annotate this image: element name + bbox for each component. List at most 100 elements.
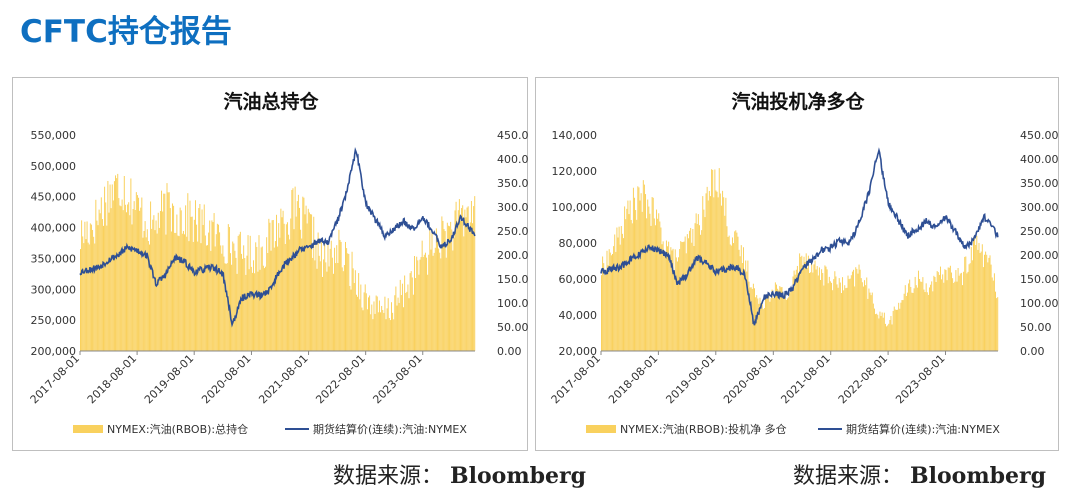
bar bbox=[882, 317, 884, 351]
bar bbox=[405, 292, 407, 351]
bar bbox=[122, 210, 124, 351]
bar bbox=[601, 275, 602, 351]
bar bbox=[376, 296, 378, 351]
bar bbox=[242, 258, 244, 351]
bar bbox=[332, 273, 334, 351]
bar bbox=[259, 269, 261, 351]
bar bbox=[435, 228, 437, 351]
bar bbox=[193, 219, 195, 351]
bar bbox=[690, 227, 692, 351]
x-tick-label: 2018-08-01 bbox=[85, 352, 139, 406]
bar bbox=[858, 264, 860, 351]
bar bbox=[910, 286, 912, 351]
bar bbox=[968, 264, 970, 351]
bar bbox=[125, 212, 127, 351]
bar bbox=[875, 314, 877, 351]
chart-total-positions: 汽油总持仓 200,000 250,000 300,000 350,000 400,000… bbox=[28, 90, 529, 436]
bar bbox=[902, 300, 904, 351]
bar bbox=[289, 239, 291, 351]
bar bbox=[468, 231, 470, 351]
y-right-tick-label: 400.00 bbox=[1020, 153, 1059, 166]
bar bbox=[678, 257, 680, 351]
bar bbox=[176, 214, 178, 351]
legend-swatch-bar bbox=[73, 425, 103, 433]
bar bbox=[894, 309, 896, 351]
bar bbox=[351, 251, 353, 351]
bar bbox=[702, 196, 704, 351]
bar bbox=[472, 223, 474, 351]
bar bbox=[613, 246, 615, 351]
bar bbox=[692, 228, 694, 351]
x-tick-label: 2019-08-01 bbox=[142, 352, 196, 406]
bar bbox=[695, 213, 697, 351]
bar bbox=[957, 268, 959, 351]
bar bbox=[636, 219, 638, 351]
bar bbox=[421, 240, 423, 351]
y-right-tick-label: 250.00 bbox=[1020, 225, 1059, 238]
bar bbox=[434, 247, 436, 351]
bar bbox=[948, 267, 950, 351]
bar bbox=[345, 241, 346, 351]
bar bbox=[342, 271, 344, 351]
bar bbox=[990, 264, 992, 351]
bar bbox=[284, 243, 286, 351]
y-left-tick-label: 80,000 bbox=[559, 237, 598, 250]
bar bbox=[680, 241, 682, 351]
bar bbox=[373, 301, 375, 351]
bar bbox=[432, 255, 434, 351]
bar bbox=[986, 254, 988, 351]
legend-label-bar: NYMEX:汽油(RBOB):总持仓 bbox=[107, 422, 248, 436]
y-left-tick-label: 400,000 bbox=[31, 222, 77, 235]
bar bbox=[997, 297, 999, 351]
bar bbox=[946, 280, 948, 351]
bar bbox=[148, 244, 150, 351]
bar bbox=[757, 298, 759, 351]
bar bbox=[263, 268, 265, 351]
bar bbox=[446, 222, 448, 351]
bar bbox=[81, 220, 83, 351]
bar bbox=[604, 275, 606, 351]
bar bbox=[823, 285, 825, 351]
bar bbox=[312, 257, 314, 351]
bar bbox=[904, 285, 906, 351]
bar bbox=[104, 186, 106, 351]
bar bbox=[865, 285, 867, 351]
bar bbox=[303, 197, 305, 351]
bar bbox=[656, 209, 658, 351]
bar bbox=[706, 186, 708, 351]
bar bbox=[956, 281, 958, 351]
bar bbox=[441, 216, 443, 351]
y-right-tick-label: 50.00 bbox=[497, 321, 529, 334]
bar bbox=[412, 294, 414, 351]
bar bbox=[370, 314, 372, 351]
bar bbox=[860, 278, 862, 351]
bar bbox=[674, 249, 676, 351]
source-value: Bloomberg bbox=[450, 463, 586, 489]
bar bbox=[296, 201, 298, 351]
bar bbox=[423, 254, 425, 351]
bar bbox=[255, 242, 257, 351]
bar bbox=[761, 304, 763, 351]
bar bbox=[237, 235, 239, 351]
bar bbox=[627, 200, 629, 351]
bar bbox=[396, 305, 398, 351]
bar bbox=[976, 235, 978, 351]
bar bbox=[650, 225, 652, 351]
bar bbox=[85, 239, 87, 351]
bar bbox=[138, 197, 140, 351]
bar bbox=[170, 231, 172, 351]
x-tick-label: 2022-08-01 bbox=[313, 352, 367, 406]
bar bbox=[427, 274, 429, 351]
bar bbox=[442, 220, 444, 351]
bar bbox=[80, 249, 81, 351]
y-right-tick-label: 200.00 bbox=[1020, 249, 1059, 262]
bar bbox=[767, 298, 769, 351]
bar bbox=[450, 221, 452, 351]
bar bbox=[993, 273, 995, 351]
bar bbox=[397, 297, 399, 351]
bar bbox=[117, 173, 119, 351]
bar bbox=[631, 223, 633, 351]
bar bbox=[802, 265, 804, 351]
bar bbox=[169, 208, 171, 351]
x-tick-label: 2020-08-01 bbox=[721, 352, 775, 406]
